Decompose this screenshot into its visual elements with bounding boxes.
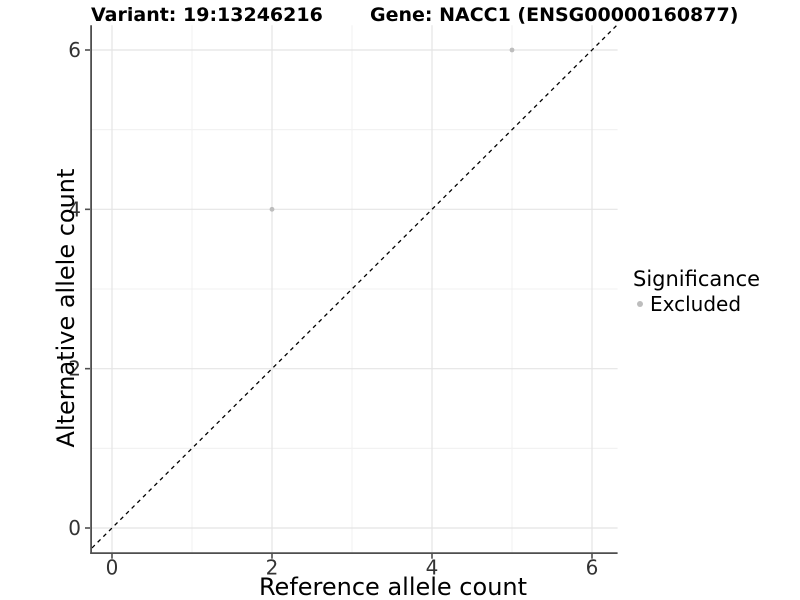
data-point <box>509 47 515 53</box>
y-tick-label: 0 <box>68 516 81 540</box>
legend: Significance Excluded <box>631 267 760 316</box>
data-point <box>269 206 275 212</box>
y-tick-label: 6 <box>68 38 81 62</box>
excluded-point-icon <box>637 301 643 307</box>
y-tick-label: 2 <box>68 357 81 381</box>
identity-reference-line <box>91 24 618 549</box>
x-tick-label: 2 <box>266 556 279 580</box>
x-tick-label: 0 <box>106 556 119 580</box>
plot-title-gene: Gene: NACC1 (ENSG00000160877) <box>370 4 739 26</box>
x-axis-title: Reference allele count <box>258 573 528 600</box>
legend-entry-excluded: Excluded <box>631 292 760 316</box>
legend-entry-label: Excluded <box>650 292 742 316</box>
legend-title: Significance <box>633 267 761 291</box>
x-tick-label: 6 <box>586 556 599 580</box>
y-tick-label: 4 <box>68 197 81 221</box>
y-axis-title: Alternative allele count <box>52 168 80 448</box>
x-tick-label: 4 <box>426 556 439 580</box>
plot-title-variant: Variant: 19:13246216 <box>91 4 323 26</box>
